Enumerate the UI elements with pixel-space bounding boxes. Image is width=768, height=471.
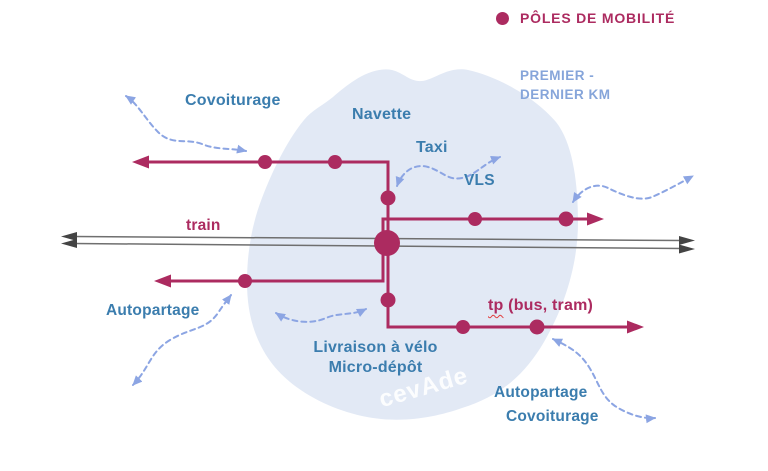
network-arrow-left-top	[132, 155, 149, 169]
mobility-pole-dot	[468, 212, 482, 226]
mobility-pole-dot	[529, 319, 545, 335]
label-covoiturage-right: Covoiturage	[506, 408, 599, 425]
network-arrow-left-mid	[154, 274, 171, 288]
label-taxi: Taxi	[416, 139, 448, 156]
legend-label: PÔLES DE MOBILITÉ	[520, 10, 676, 26]
label-navette: Navette	[352, 106, 412, 123]
mobility-pole-dot	[380, 190, 396, 206]
autopartage-left-arrow	[132, 294, 232, 386]
zone-caption-line1: PREMIER -	[520, 68, 595, 83]
network-arrow-right-mid	[587, 212, 604, 226]
mobility-pole-dot	[258, 155, 272, 169]
legend: PÔLES DE MOBILITÉ	[496, 10, 675, 26]
rail-arrow-left-2	[61, 239, 77, 248]
label-tp-abbr: tp	[488, 297, 504, 314]
central-hub-dot	[374, 230, 400, 256]
label-livraison-block: Livraison à vélo Micro-dépôt	[283, 338, 468, 378]
label-tp-bus-tram: tp (bus, tram)	[488, 297, 593, 315]
taxi-arrow	[395, 155, 501, 187]
label-autopartage-right: Autopartage	[494, 384, 588, 401]
mobility-pole-dot	[328, 155, 342, 169]
mobility-pole-legend-dot	[496, 11, 509, 25]
label-micro-depot: Micro-dépôt	[328, 359, 423, 376]
mobility-pole-dot	[558, 211, 574, 227]
zone-caption-line2: DERNIER KM	[520, 87, 611, 102]
vls-right-arrow	[572, 175, 694, 203]
livraison-arrow	[275, 308, 367, 323]
network-arrow-right-bottom	[627, 320, 644, 334]
network-right-branch	[381, 217, 592, 236]
label-train: train	[186, 217, 221, 234]
label-covoiturage-top: Covoiturage	[185, 92, 281, 109]
rail-arrow-left-1	[61, 232, 77, 241]
rail-arrow-right-1	[679, 236, 695, 245]
zone-caption: PREMIER - DERNIER KM	[520, 66, 611, 104]
rail-arrow-right-2	[679, 244, 695, 254]
label-tp-rest: (bus, tram)	[503, 297, 594, 314]
covoiturage-top-arrow	[125, 95, 247, 154]
label-autopartage-left: Autopartage	[106, 302, 200, 319]
mobility-pole-dot	[456, 320, 470, 334]
mobility-pole-dot	[238, 274, 252, 288]
mobility-pole-dot	[380, 292, 396, 308]
label-vls: VLS	[464, 172, 495, 189]
label-livraison-velo: Livraison à vélo	[313, 339, 438, 356]
bottom-right-arrow	[552, 338, 656, 424]
